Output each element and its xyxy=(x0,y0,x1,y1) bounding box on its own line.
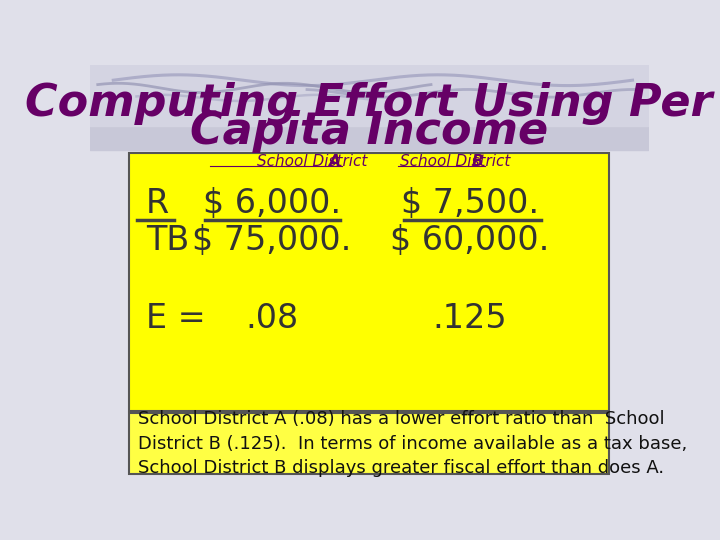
FancyBboxPatch shape xyxy=(129,413,609,475)
Text: B: B xyxy=(472,153,484,168)
Text: School District: School District xyxy=(400,153,516,168)
Text: School District: School District xyxy=(256,153,372,168)
Text: A: A xyxy=(329,153,341,168)
Text: .08: .08 xyxy=(246,302,299,335)
Text: $ 7,500.: $ 7,500. xyxy=(401,187,539,220)
Text: $ 60,000.: $ 60,000. xyxy=(390,224,549,257)
Text: $ 6,000.: $ 6,000. xyxy=(203,187,341,220)
Text: School District A (.08) has a lower effort ratio than  School
District B (.125).: School District A (.08) has a lower effo… xyxy=(138,410,688,477)
Text: R: R xyxy=(145,187,169,220)
Text: TB: TB xyxy=(145,224,189,257)
Text: Capita Income: Capita Income xyxy=(190,110,548,153)
Text: E =: E = xyxy=(145,302,205,335)
FancyBboxPatch shape xyxy=(129,153,609,411)
Text: Computing Effort Using Per: Computing Effort Using Per xyxy=(25,82,713,125)
Text: $ 75,000.: $ 75,000. xyxy=(192,224,352,257)
Text: .125: .125 xyxy=(433,302,507,335)
